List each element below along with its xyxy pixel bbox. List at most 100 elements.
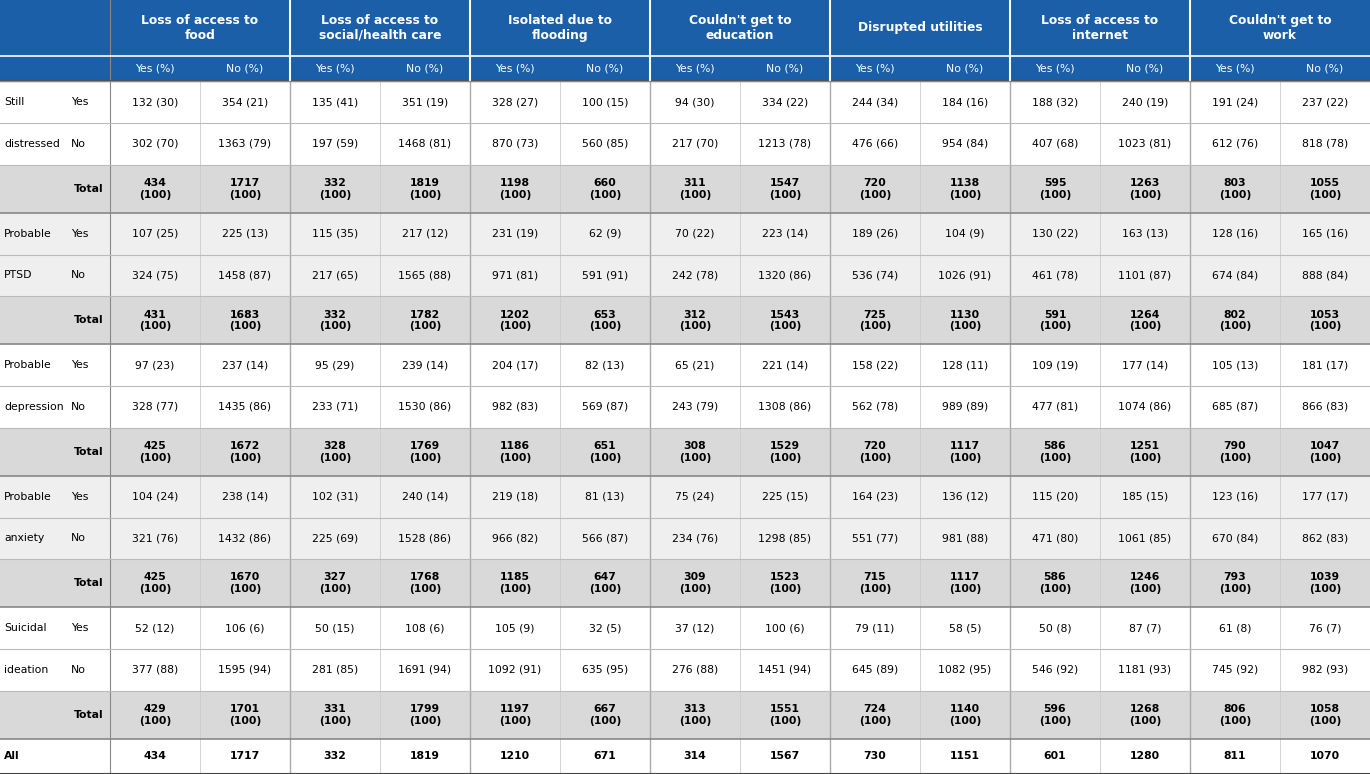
Text: No: No: [71, 533, 86, 543]
Text: 351 (19): 351 (19): [401, 98, 448, 108]
Text: 595
(100): 595 (100): [1038, 178, 1071, 200]
Text: 1186
(100): 1186 (100): [499, 441, 532, 463]
Text: 100 (15): 100 (15): [582, 98, 629, 108]
Text: 302 (70): 302 (70): [132, 139, 178, 149]
Text: 327
(100): 327 (100): [319, 573, 351, 594]
Text: 434
(100): 434 (100): [138, 178, 171, 200]
Text: 870 (73): 870 (73): [492, 139, 538, 149]
Text: 586
(100): 586 (100): [1038, 573, 1071, 594]
Text: 237 (22): 237 (22): [1302, 98, 1348, 108]
Text: 217 (70): 217 (70): [671, 139, 718, 149]
Text: 725
(100): 725 (100): [859, 310, 890, 331]
Text: 135 (41): 135 (41): [312, 98, 358, 108]
Text: 311
(100): 311 (100): [680, 178, 711, 200]
Text: 715
(100): 715 (100): [859, 573, 890, 594]
Text: No: No: [71, 270, 86, 280]
Text: 1213 (78): 1213 (78): [759, 139, 811, 149]
Text: 1210: 1210: [500, 752, 530, 762]
Text: Probable: Probable: [4, 229, 52, 238]
Text: Yes (%): Yes (%): [1215, 63, 1255, 74]
Text: 596
(100): 596 (100): [1038, 704, 1071, 725]
Text: 1672
(100): 1672 (100): [229, 441, 262, 463]
Text: Yes: Yes: [71, 623, 89, 633]
Text: 660
(100): 660 (100): [589, 178, 621, 200]
Text: 566 (87): 566 (87): [582, 533, 627, 543]
Text: 653
(100): 653 (100): [589, 310, 621, 331]
Text: 223 (14): 223 (14): [762, 229, 808, 238]
Text: 243 (79): 243 (79): [671, 402, 718, 412]
Text: 242 (78): 242 (78): [671, 270, 718, 280]
Text: 185 (15): 185 (15): [1122, 491, 1169, 502]
Text: 240 (14): 240 (14): [401, 491, 448, 502]
Text: No (%): No (%): [766, 63, 804, 74]
Bar: [0, 649, 1370, 690]
Text: 720
(100): 720 (100): [859, 441, 890, 463]
Text: 1070: 1070: [1310, 752, 1340, 762]
Bar: [0, 518, 1370, 559]
Text: 1101 (87): 1101 (87): [1118, 270, 1171, 280]
Bar: [0, 296, 1370, 344]
Text: 188 (32): 188 (32): [1032, 98, 1078, 108]
Text: 1468 (81): 1468 (81): [399, 139, 452, 149]
Text: 1082 (95): 1082 (95): [938, 665, 992, 675]
Text: 612 (76): 612 (76): [1212, 139, 1258, 149]
Text: Yes (%): Yes (%): [1036, 63, 1075, 74]
Text: Yes (%): Yes (%): [495, 63, 534, 74]
Text: 61 (8): 61 (8): [1219, 623, 1251, 633]
Text: No (%): No (%): [226, 63, 263, 74]
Text: 434: 434: [144, 752, 166, 762]
Text: 866 (83): 866 (83): [1302, 402, 1348, 412]
Text: 314: 314: [684, 752, 707, 762]
Text: Total: Total: [74, 447, 104, 457]
Text: 328 (77): 328 (77): [132, 402, 178, 412]
Text: 431
(100): 431 (100): [138, 310, 171, 331]
Text: 429
(100): 429 (100): [138, 704, 171, 725]
Text: 109 (19): 109 (19): [1032, 360, 1078, 370]
Text: 177 (17): 177 (17): [1302, 491, 1348, 502]
Text: Suicidal: Suicidal: [4, 623, 47, 633]
Text: 104 (9): 104 (9): [945, 229, 985, 238]
Bar: [0, 739, 1370, 774]
Text: 76 (7): 76 (7): [1308, 623, 1341, 633]
Text: 221 (14): 221 (14): [762, 360, 808, 370]
Bar: [0, 81, 1370, 123]
Text: 62 (9): 62 (9): [589, 229, 621, 238]
Text: 191 (24): 191 (24): [1212, 98, 1258, 108]
Text: distressed: distressed: [4, 139, 60, 149]
Text: 158 (22): 158 (22): [852, 360, 899, 370]
Text: 793
(100): 793 (100): [1219, 573, 1251, 594]
Text: 334 (22): 334 (22): [762, 98, 808, 108]
Text: 888 (84): 888 (84): [1302, 270, 1348, 280]
Text: 1298 (85): 1298 (85): [759, 533, 811, 543]
Text: 1435 (86): 1435 (86): [218, 402, 271, 412]
Text: 102 (31): 102 (31): [312, 491, 358, 502]
Text: 328 (27): 328 (27): [492, 98, 538, 108]
Text: 461 (78): 461 (78): [1032, 270, 1078, 280]
Text: 1264
(100): 1264 (100): [1129, 310, 1162, 331]
Text: 1308 (86): 1308 (86): [759, 402, 811, 412]
Text: 1268
(100): 1268 (100): [1129, 704, 1162, 725]
Text: 551 (77): 551 (77): [852, 533, 899, 543]
Text: 377 (88): 377 (88): [132, 665, 178, 675]
Text: 1246
(100): 1246 (100): [1129, 573, 1162, 594]
Bar: [0, 56, 1370, 81]
Text: 477 (81): 477 (81): [1032, 402, 1078, 412]
Text: 354 (21): 354 (21): [222, 98, 269, 108]
Text: 1819
(100): 1819 (100): [408, 178, 441, 200]
Text: 476 (66): 476 (66): [852, 139, 899, 149]
Text: All: All: [4, 752, 19, 762]
Text: 803
(100): 803 (100): [1219, 178, 1251, 200]
Bar: [0, 213, 1370, 255]
Text: 1185
(100): 1185 (100): [499, 573, 532, 594]
Text: 308
(100): 308 (100): [680, 441, 711, 463]
Text: 685 (87): 685 (87): [1212, 402, 1258, 412]
Text: 1701
(100): 1701 (100): [229, 704, 262, 725]
Text: 601: 601: [1044, 752, 1066, 762]
Text: 1565 (88): 1565 (88): [399, 270, 452, 280]
Text: 1670
(100): 1670 (100): [229, 573, 262, 594]
Text: 130 (22): 130 (22): [1032, 229, 1078, 238]
Text: 1595 (94): 1595 (94): [218, 665, 271, 675]
Text: 811: 811: [1223, 752, 1247, 762]
Text: 32 (5): 32 (5): [589, 623, 621, 633]
Text: 313
(100): 313 (100): [680, 704, 711, 725]
